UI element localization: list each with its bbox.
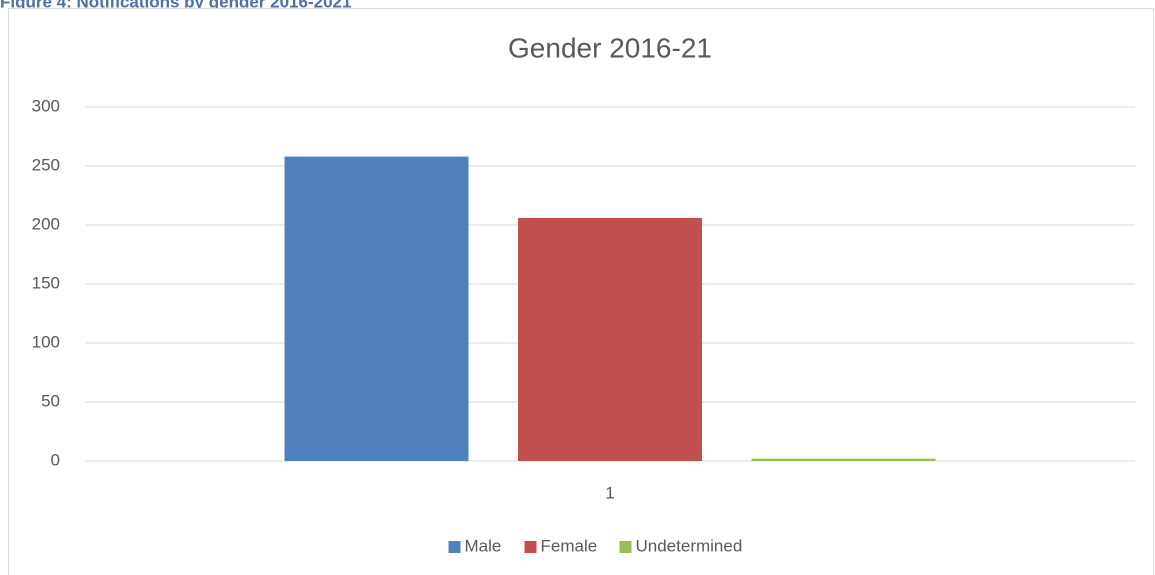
y-tick-label: 300: [32, 96, 60, 115]
bar: [518, 217, 702, 461]
bar: [284, 156, 469, 461]
bar: [751, 458, 936, 461]
x-tick-label: 1: [605, 483, 614, 502]
legend-swatch: [524, 541, 537, 553]
y-tick-label: 50: [41, 391, 60, 410]
chart-title: Gender 2016-21: [508, 32, 712, 63]
legend-swatch: [619, 541, 632, 553]
y-tick-label: 200: [32, 214, 60, 233]
legend-label: Female: [541, 536, 598, 555]
legend-label: Undetermined: [636, 536, 743, 555]
y-tick-label: 150: [32, 273, 60, 292]
figure-caption: Figure 4: Notifications by gender 2016-2…: [0, 0, 351, 11]
y-tick-label: 250: [32, 155, 60, 174]
legend-swatch: [448, 541, 461, 553]
legend-label: Male: [465, 536, 502, 555]
y-tick-label: 0: [51, 450, 60, 469]
y-tick-label: 100: [32, 332, 60, 351]
